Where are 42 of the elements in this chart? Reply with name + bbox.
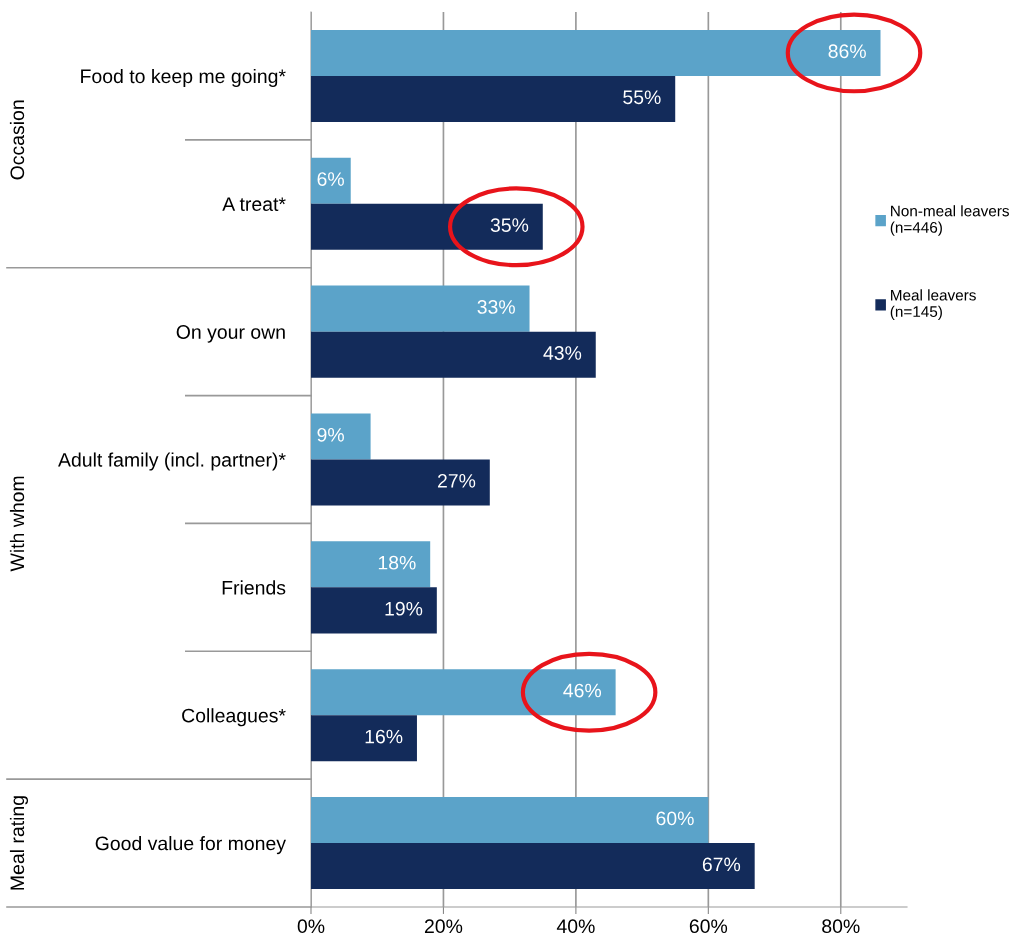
legend-label: Non-meal leavers (n=446): [890, 205, 1009, 236]
data-label: 16%: [365, 729, 403, 744]
bar: [311, 715, 417, 762]
bar: [311, 285, 530, 332]
bar: [311, 331, 596, 378]
data-label: 9%: [317, 427, 344, 442]
data-label: 55%: [623, 90, 661, 105]
data-label: 46%: [563, 683, 602, 698]
bar: [311, 541, 431, 588]
y-tick-label: Colleagues*: [182, 708, 286, 727]
data-label: 35%: [490, 218, 529, 233]
x-tick-label: 80%: [822, 919, 860, 934]
bar: [311, 843, 755, 890]
bar: [311, 157, 351, 204]
x-tick-label: 40%: [556, 919, 595, 934]
text: Meal rating: [9, 796, 29, 890]
data-label: 19%: [385, 601, 423, 616]
x-tick-label: 20%: [424, 919, 463, 934]
legend-label: Meal leavers (n=145): [890, 289, 976, 321]
bar: [311, 459, 490, 506]
y-tick-label: Friends: [222, 580, 286, 595]
bar: [311, 75, 676, 122]
data-label: 6%: [317, 172, 344, 186]
x-tick-label: 60%: [689, 919, 728, 934]
y-tick-label: Good value for money: [95, 836, 286, 855]
bar: [311, 797, 709, 844]
data-label: 18%: [378, 555, 416, 570]
data-label: 33%: [477, 300, 515, 314]
y-tick-label: Adult family (incl. partner)*: [58, 452, 286, 471]
data-label: 86%: [828, 44, 866, 59]
data-label: 60%: [656, 811, 694, 826]
bar: [311, 587, 437, 634]
bar: [311, 413, 371, 460]
text: With whom: [9, 476, 25, 572]
y-tick-label: On your own: [176, 325, 285, 343]
data-label: 27%: [437, 473, 476, 488]
y-tick-label: Food to keep me going*: [81, 68, 286, 88]
x-tick-label: 0%: [297, 919, 325, 934]
data-label: 43%: [543, 346, 582, 360]
y-tick-label: A treat*: [222, 197, 286, 212]
text: Occasion: [9, 100, 25, 180]
data-label: 67%: [702, 857, 741, 872]
